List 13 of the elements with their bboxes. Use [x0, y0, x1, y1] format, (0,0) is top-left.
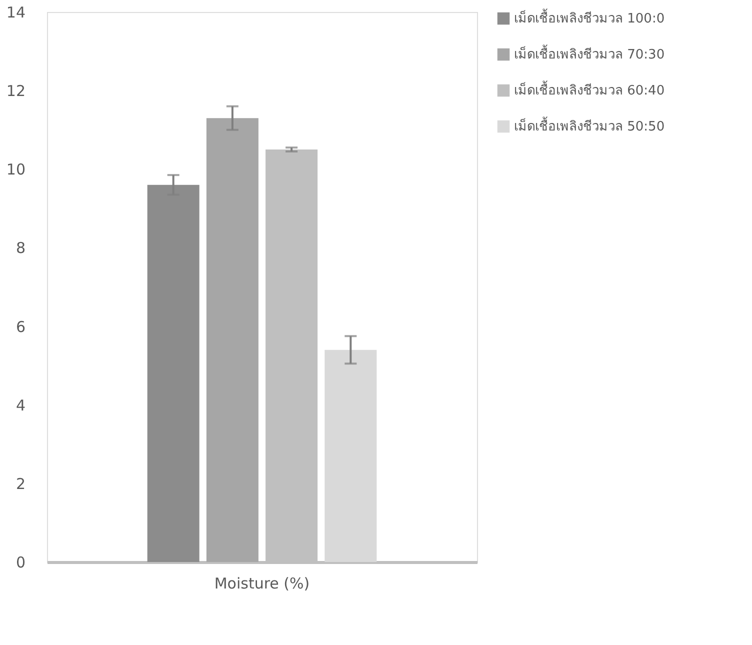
legend-label: เม็ดเชื้อเพลิงชีวมวล 70:30 — [514, 44, 665, 62]
legend-label: เม็ดเชื้อเพลิงชีวมวล 100:0 — [514, 8, 665, 26]
y-tick-label: 12 — [6, 82, 26, 100]
legend-label: เม็ดเชื้อเพลิงชีวมวล 50:50 — [514, 116, 665, 134]
x-tick-label: Moisture (%) — [214, 574, 310, 592]
y-tick-label: 14 — [6, 4, 26, 22]
y-tick-label: 2 — [16, 474, 26, 493]
y-tick-label: 8 — [16, 239, 26, 258]
y-tick-label: 4 — [16, 396, 26, 414]
legend-label: เม็ดเชื้อเพลิงชีวมวล 60:40 — [514, 80, 665, 98]
y-tick-label: 10 — [6, 160, 26, 179]
y-tick-label: 6 — [16, 318, 26, 336]
y-tick-label: 0 — [16, 554, 26, 572]
